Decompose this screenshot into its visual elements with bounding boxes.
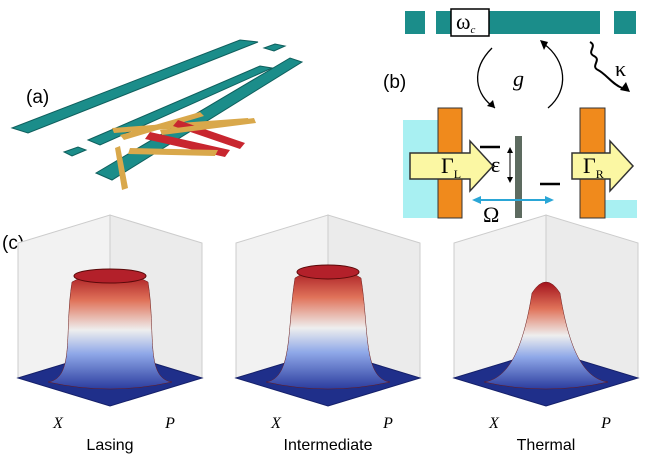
right-rate-label: ΓR bbox=[583, 153, 604, 181]
axis-label: X bbox=[52, 415, 64, 432]
axis-label: X bbox=[270, 415, 282, 432]
axis-label: P bbox=[164, 415, 175, 432]
schematic bbox=[403, 8, 637, 219]
axis-label: P bbox=[600, 415, 611, 432]
crater-rim bbox=[296, 264, 360, 280]
decay-label: κ bbox=[615, 56, 626, 81]
panel-label: (b) bbox=[383, 72, 406, 93]
detuning-label: ε bbox=[491, 152, 500, 177]
cavity-label: ωc bbox=[456, 9, 475, 36]
surface bbox=[265, 266, 391, 390]
symbol: ω bbox=[456, 9, 470, 34]
subscript: R bbox=[596, 167, 604, 181]
surface bbox=[483, 281, 609, 390]
subscript: L bbox=[454, 167, 461, 181]
surface bbox=[47, 270, 173, 390]
plot-title: Thermal bbox=[517, 437, 576, 454]
tunneling-label: Ω bbox=[483, 202, 499, 227]
left-rate-label: ΓL bbox=[441, 153, 461, 181]
plot-title: Lasing bbox=[86, 437, 133, 454]
axis-label: X bbox=[488, 415, 500, 432]
coupling-label: g bbox=[513, 66, 524, 91]
axis-label: P bbox=[382, 415, 393, 432]
device-sketch bbox=[10, 39, 304, 190]
crater-rim bbox=[73, 268, 147, 284]
subscript: c bbox=[470, 24, 475, 36]
symbol: Γ bbox=[583, 153, 596, 178]
plot-title: Intermediate bbox=[284, 437, 373, 454]
symbol: Γ bbox=[441, 153, 454, 178]
panel-label: (a) bbox=[26, 87, 49, 108]
